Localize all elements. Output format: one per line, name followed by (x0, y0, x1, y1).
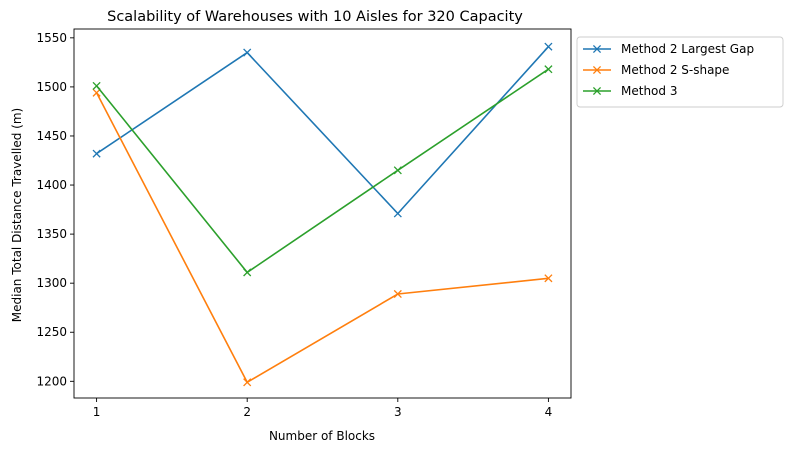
legend-item-method-2-s-shape: Method 2 S-shape (583, 63, 729, 77)
data-point-method-2-largest-gap (393, 209, 402, 218)
data-point-method-2-s-shape (92, 88, 101, 97)
legend: Method 2 Largest Gap Method 2 S-shape Meth… (576, 36, 784, 108)
plot-area: 1 2 3 4 1200 1250 1300 1350 1400 1450 1500 1550 (36, 28, 572, 419)
legend-label: Method 2 S-shape (621, 63, 729, 77)
chart-title: Scalability of Warehouses with 10 Aisles… (107, 9, 523, 25)
data-point-method-3 (544, 65, 553, 74)
data-point-method-3 (393, 166, 402, 175)
y-tick-label: 1300 (36, 276, 67, 290)
legend-item-method-3: Method 3 (583, 84, 677, 98)
data-point-method-2-largest-gap (92, 149, 101, 158)
data-point-method-2-largest-gap (243, 48, 252, 57)
y-tick-label: 1400 (36, 178, 67, 192)
series-line-method-3 (95, 68, 549, 274)
data-point-method-3 (92, 81, 101, 90)
y-tick-label: 1200 (36, 374, 67, 388)
legend-box (576, 36, 784, 108)
y-tick-label: 1500 (36, 80, 67, 94)
y-tick-label: 1450 (36, 129, 67, 143)
y-tick-label: 1350 (36, 227, 67, 241)
plot-frame (73, 28, 572, 399)
x-tick-label: 4 (545, 405, 553, 419)
data-point-method-2-largest-gap (544, 42, 553, 51)
y-axis-title: Median Total Distance Travelled (m) (10, 108, 24, 322)
x-tick-label: 1 (93, 405, 101, 419)
x-axis-title: Number of Blocks (269, 429, 375, 443)
y-tick-label: 1550 (36, 31, 67, 45)
series-line-method-2-s-shape (95, 92, 549, 384)
series-line-method-2-largest-gap (96, 46, 549, 215)
x-tick-label: 3 (394, 405, 402, 419)
data-point-method-2-s-shape (544, 274, 553, 283)
y-tick-label: 1250 (36, 325, 67, 339)
x-tick-label: 2 (243, 405, 251, 419)
legend-label: Method 3 (621, 84, 677, 98)
data-point-method-2-s-shape (393, 289, 402, 299)
legend-item-method-2-largest-gap: Method 2 Largest Gap (583, 42, 754, 56)
data-point-method-3 (243, 268, 252, 277)
legend-label: Method 2 Largest Gap (621, 42, 754, 56)
data-point-method-2-s-shape (243, 378, 252, 387)
